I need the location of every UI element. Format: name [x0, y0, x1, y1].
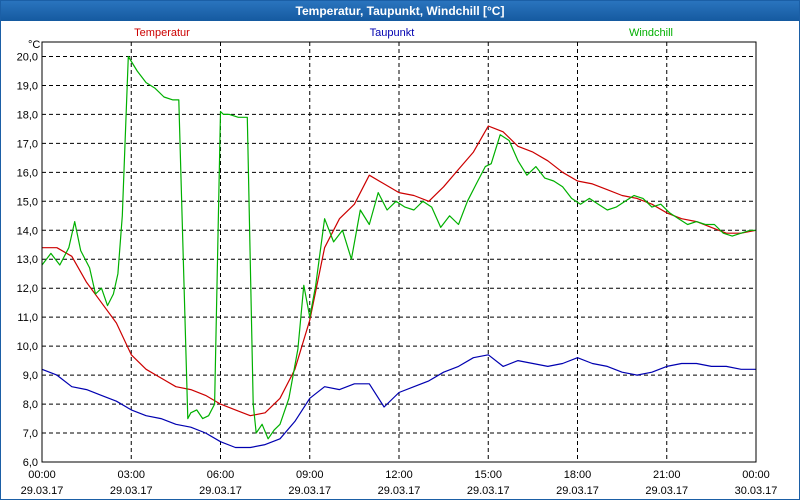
x-tick-date: 29.03.17 — [110, 485, 153, 497]
y-tick-label: 13,0 — [17, 254, 38, 266]
x-tick-time: 18:00 — [564, 469, 592, 481]
y-tick-label: 19,0 — [17, 80, 38, 92]
y-tick-label: 14,0 — [17, 225, 38, 237]
y-tick-label: 16,0 — [17, 167, 38, 179]
x-tick-time: 15:00 — [474, 469, 502, 481]
legend-temperatur: Temperatur — [134, 27, 190, 39]
y-tick-label: 12,0 — [17, 283, 38, 295]
x-axis-ticks: 00:00 29.03.17 03:00 29.03.17 06:00 29.03.17 0… — [21, 469, 778, 497]
y-tick-label: 7,0 — [23, 428, 38, 440]
x-tick-date: 29.03.17 — [21, 485, 64, 497]
x-tick-time: 03:00 — [117, 469, 145, 481]
x-tick-date: 30.03.17 — [735, 485, 778, 497]
series-lines — [41, 55, 757, 449]
x-tick-time: 12:00 — [385, 469, 413, 481]
legend: Temperatur Taupunkt Windchill — [134, 27, 673, 39]
y-tick-label: 15,0 — [17, 196, 38, 208]
series-line-windchill — [41, 55, 756, 440]
window-title: Temperatur, Taupunkt, Windchill [°C] — [1, 1, 799, 21]
y-tick-label: 9,0 — [23, 370, 38, 382]
x-tick-date: 29.03.17 — [645, 485, 688, 497]
x-tick-time: 09:00 — [296, 469, 324, 481]
series-line-temperatur — [42, 125, 757, 417]
series-line-taupunkt — [41, 354, 756, 449]
y-tick-label: 17,0 — [17, 138, 38, 150]
x-tick-date: 29.03.17 — [378, 485, 421, 497]
x-tick-time: 06:00 — [207, 469, 235, 481]
y-tick-label: 11,0 — [17, 312, 38, 324]
y-tick-label: 8,0 — [23, 399, 38, 411]
y-tick-label: 6,0 — [23, 457, 38, 469]
y-axis-ticks: 6,0 7,0 8,0 9,0 10,0 11,0 12,0 13,0 14,0 15,0 16,0… — [17, 51, 38, 469]
y-tick-label: 10,0 — [17, 341, 38, 353]
y-tick-label: 18,0 — [17, 109, 38, 121]
x-tick-time: 21:00 — [653, 469, 681, 481]
x-tick-time: 00:00 — [742, 469, 770, 481]
legend-taupunkt: Taupunkt — [370, 27, 415, 39]
grid — [42, 42, 756, 463]
plot-area-border — [41, 41, 757, 463]
x-tick-date: 29.03.17 — [556, 485, 599, 497]
x-tick-date: 29.03.17 — [288, 485, 331, 497]
y-axis-unit-label: °C — [28, 39, 40, 51]
legend-windchill: Windchill — [629, 27, 673, 39]
x-tick-time: 00:00 — [28, 469, 56, 481]
x-tick-date: 29.03.17 — [199, 485, 242, 497]
x-tick-date: 29.03.17 — [467, 485, 510, 497]
y-tick-label: 20,0 — [17, 51, 38, 63]
